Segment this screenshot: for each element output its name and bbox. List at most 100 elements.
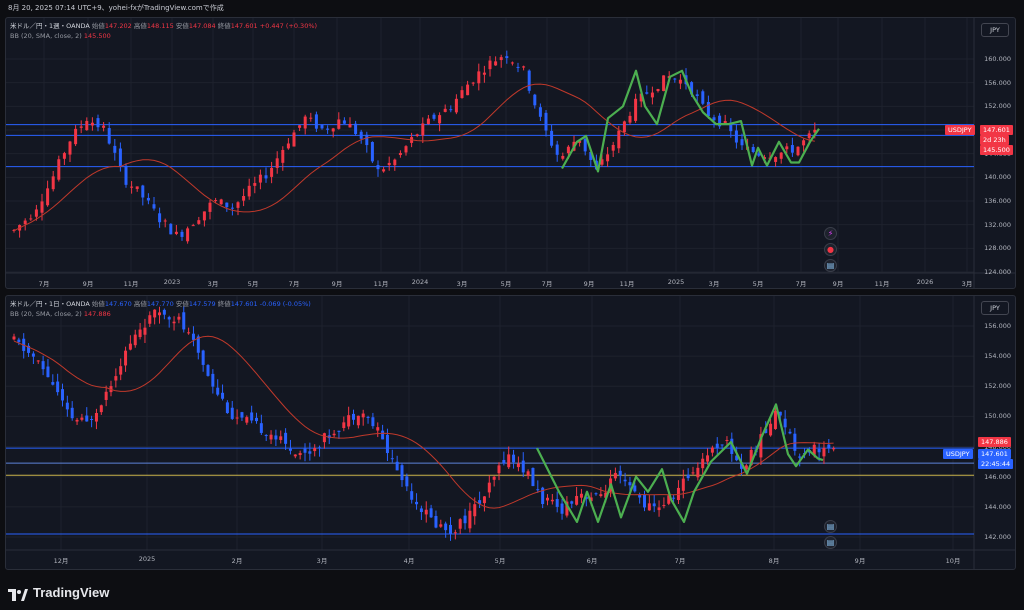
candle-body[interactable] [589, 151, 593, 160]
candle-body[interactable] [419, 508, 423, 513]
candle-body[interactable] [247, 185, 251, 197]
candle-body[interactable] [710, 447, 714, 453]
candle-body[interactable] [169, 223, 173, 235]
candle-body[interactable] [177, 316, 181, 320]
candle-body[interactable] [594, 493, 598, 495]
candle-body[interactable] [617, 130, 621, 149]
candle-body[interactable] [613, 472, 617, 479]
candle-body[interactable] [128, 343, 132, 350]
candle-body[interactable] [424, 509, 428, 515]
candle-body[interactable] [191, 333, 195, 340]
candle-body[interactable] [107, 128, 111, 144]
candle-body[interactable] [17, 339, 21, 343]
candle-body[interactable] [410, 491, 414, 500]
candle-body[interactable] [221, 392, 225, 399]
tradingview-branding[interactable]: TradingView [8, 582, 109, 602]
candle-body[interactable] [740, 139, 744, 146]
candle-body[interactable] [565, 501, 569, 516]
candle-body[interactable] [439, 524, 443, 527]
candle-body[interactable] [153, 309, 157, 318]
candle-body[interactable] [505, 56, 509, 59]
candle-body[interactable] [236, 202, 240, 208]
candle-body[interactable] [502, 459, 506, 464]
candle-body[interactable] [606, 154, 610, 162]
candle-body[interactable] [320, 124, 324, 129]
candle-body[interactable] [230, 207, 234, 209]
candle-body[interactable] [113, 145, 117, 153]
candle-body[interactable] [90, 418, 94, 420]
candle-body[interactable] [293, 454, 297, 457]
candle-body[interactable] [681, 478, 685, 491]
candle-body[interactable] [211, 373, 215, 387]
candle-body[interactable] [650, 92, 654, 98]
candle-body[interactable] [197, 220, 201, 224]
candle-body[interactable] [370, 142, 374, 162]
candle-body[interactable] [778, 411, 782, 416]
candle-body[interactable] [135, 186, 139, 189]
candle-body[interactable] [415, 134, 419, 137]
candle-body[interactable] [148, 315, 152, 324]
candle-body[interactable] [643, 494, 646, 508]
candle-body[interactable] [393, 159, 397, 166]
currency-button[interactable]: JPY [981, 23, 1009, 37]
candle-body[interactable] [163, 220, 167, 222]
candle-body[interactable] [633, 485, 637, 492]
candle-body[interactable] [186, 228, 190, 242]
candle-body[interactable] [785, 146, 789, 150]
candle-body[interactable] [342, 422, 346, 429]
candle-body[interactable] [570, 501, 574, 504]
candle-body[interactable] [348, 124, 352, 128]
candle-body[interactable] [701, 458, 705, 469]
candle-body[interactable] [434, 515, 438, 528]
candle-body[interactable] [240, 412, 244, 418]
candle-body[interactable] [443, 108, 447, 112]
candle-body[interactable] [599, 494, 603, 497]
candle-body[interactable] [645, 92, 649, 94]
candle-body[interactable] [429, 508, 433, 518]
candle-body[interactable] [544, 112, 548, 131]
lightning-icon[interactable]: ⚡ [824, 227, 837, 240]
candle-body[interactable] [421, 123, 425, 136]
candle-body[interactable] [404, 146, 408, 153]
candle-body[interactable] [622, 121, 626, 133]
candle-body[interactable] [286, 143, 290, 149]
candle-body[interactable] [245, 417, 249, 423]
candle-body[interactable] [36, 360, 40, 362]
symbol-title[interactable]: 米ドル／円・1週・OANDA [10, 22, 90, 30]
candle-body[interactable] [298, 453, 302, 456]
candle-body[interactable] [158, 213, 162, 223]
candle-body[interactable] [578, 140, 582, 143]
candle-body[interactable] [253, 183, 257, 186]
candle-body[interactable] [225, 202, 229, 208]
candle-body[interactable] [196, 336, 200, 353]
candle-body[interactable] [255, 417, 258, 422]
candle-body[interactable] [298, 125, 302, 128]
candle-body[interactable] [284, 432, 288, 444]
candle-body[interactable] [352, 413, 355, 420]
currency-button[interactable]: JPY [981, 301, 1009, 315]
candle-body[interactable] [611, 144, 615, 151]
candle-body[interactable] [279, 436, 283, 440]
candle-body[interactable] [281, 149, 285, 163]
candle-body[interactable] [62, 153, 66, 159]
candle-body[interactable] [473, 504, 477, 517]
candle-body[interactable] [600, 159, 604, 165]
candle-body[interactable] [381, 430, 385, 440]
candle-body[interactable] [790, 145, 794, 153]
us-flag-icon[interactable]: ▤ [824, 536, 837, 549]
candle-body[interactable] [482, 496, 486, 504]
candle-body[interactable] [494, 61, 498, 66]
candle-body[interactable] [308, 451, 312, 454]
candle-body[interactable] [303, 448, 307, 453]
candle-body[interactable] [124, 350, 128, 366]
candle-body[interactable] [527, 70, 531, 91]
candle-body[interactable] [751, 146, 755, 152]
candle-body[interactable] [512, 454, 516, 463]
candle-body[interactable] [444, 523, 448, 531]
bb-indicator-label[interactable]: BB (20, SMA, close, 2) [10, 310, 82, 318]
candle-body[interactable] [757, 153, 761, 156]
candle-body[interactable] [667, 495, 671, 504]
candle-body[interactable] [31, 353, 35, 357]
candle-body[interactable] [347, 415, 351, 427]
symbol-title[interactable]: 米ドル／円・1日・OANDA [10, 300, 90, 308]
